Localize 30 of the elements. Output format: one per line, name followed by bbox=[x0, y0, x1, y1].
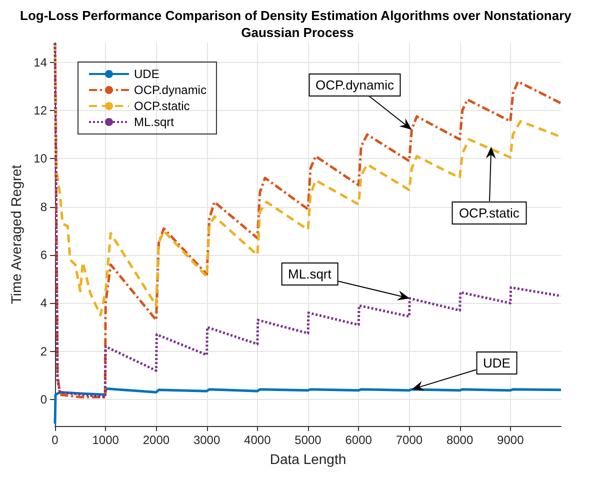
x-tick-label: 9000 bbox=[497, 433, 524, 447]
x-tick-label: 6000 bbox=[345, 433, 372, 447]
line-series bbox=[54, 42, 562, 398]
x-tick-label: 8000 bbox=[446, 433, 474, 447]
x-axis-title: Data Length bbox=[270, 451, 346, 467]
chart-title: Log-Loss Performance Comparison of Density Estimation Algorithms over Nonstationary Gaussian Process bbox=[20, 8, 575, 40]
y-tick-label: 0 bbox=[40, 392, 48, 407]
y-tick-label: 10 bbox=[34, 152, 48, 166]
annotation: OCP.static bbox=[452, 201, 526, 224]
legend-label: ML.sqrt bbox=[134, 115, 175, 129]
x-tick-label: 0 bbox=[52, 433, 59, 447]
y-tick-label: 12 bbox=[34, 103, 48, 118]
y-tick-label: 8 bbox=[40, 200, 48, 214]
y-tick-label: 6 bbox=[40, 248, 48, 262]
annotation: ML.sqrt bbox=[281, 262, 338, 286]
x-tick-label: 4000 bbox=[244, 433, 272, 447]
y-axis-title: Time Averaged Regret bbox=[8, 164, 24, 304]
x-tick-label: 2000 bbox=[142, 433, 170, 447]
x-tick-label: 5000 bbox=[294, 433, 322, 447]
annotation: UDE bbox=[476, 352, 518, 375]
annotation: OCP.dynamic bbox=[308, 73, 401, 96]
legend-label: UDE bbox=[134, 67, 160, 81]
legend-label: OCP.dynamic bbox=[134, 83, 206, 97]
y-tick-label: 2 bbox=[40, 344, 48, 358]
legend-label: OCP.static bbox=[134, 99, 190, 113]
y-tick-label: 4 bbox=[40, 296, 48, 310]
x-tick-label: 3000 bbox=[193, 433, 220, 447]
x-tick-label: 7000 bbox=[396, 433, 423, 447]
y-tick-label: 14 bbox=[34, 55, 48, 70]
x-tick-label: 1000 bbox=[92, 433, 120, 447]
